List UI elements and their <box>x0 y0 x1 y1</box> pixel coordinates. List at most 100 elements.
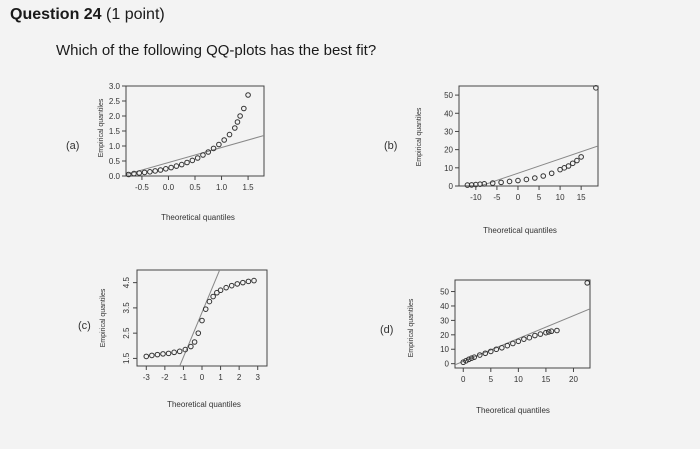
x-tick-label: -10 <box>470 193 482 202</box>
data-point <box>506 178 513 185</box>
y-tick-label: 0 <box>449 182 454 191</box>
data-point <box>523 176 530 183</box>
y-tick-label: 4.5 <box>122 277 131 289</box>
data-point <box>241 105 247 112</box>
data-point <box>202 306 209 312</box>
data-point <box>206 298 213 305</box>
data-point <box>216 141 222 148</box>
option-label-b: (b) <box>384 140 398 152</box>
y-tick-label: 2.5 <box>109 97 121 106</box>
y-axis-label: Empirical quantiles <box>98 98 105 157</box>
data-point <box>498 179 504 186</box>
data-point <box>154 351 161 358</box>
data-point <box>221 137 227 143</box>
y-axis-label: Empirical quantiles <box>100 288 107 347</box>
data-point <box>245 278 252 285</box>
data-point <box>578 154 584 160</box>
data-point <box>465 356 472 363</box>
data-point <box>565 163 572 169</box>
y-tick-label: 50 <box>444 91 453 100</box>
data-point <box>214 289 220 296</box>
x-axis-label: Theoretical quantiles <box>161 213 235 222</box>
data-point <box>223 284 229 291</box>
data-point <box>543 329 549 336</box>
x-tick-label: 1.0 <box>216 183 228 192</box>
data-point <box>548 328 555 335</box>
question-number: Question 24 <box>10 6 102 23</box>
data-point <box>593 85 599 91</box>
plot-frame <box>458 85 599 187</box>
data-point <box>191 339 198 345</box>
data-point <box>178 161 185 168</box>
option-label-c: (c) <box>78 320 91 332</box>
x-tick-label: 1 <box>218 373 223 382</box>
y-tick-label: 3.5 <box>122 302 131 314</box>
data-point <box>471 354 478 360</box>
data-point <box>217 287 224 294</box>
data-point <box>160 351 166 357</box>
data-point <box>532 332 538 339</box>
data-point <box>476 352 483 358</box>
data-point <box>195 330 202 336</box>
y-tick-label: 50 <box>440 288 449 297</box>
data-point <box>463 357 469 364</box>
data-point <box>460 359 467 366</box>
data-point <box>554 327 560 334</box>
data-point <box>149 352 155 359</box>
y-axis-label: Empirical quantiles <box>416 107 423 166</box>
data-point <box>532 175 538 181</box>
data-point <box>228 282 235 289</box>
data-point <box>143 353 150 360</box>
data-point <box>125 171 132 178</box>
data-point <box>141 169 148 176</box>
y-tick-label: 2.0 <box>109 112 121 121</box>
y-tick-label: 20 <box>444 146 453 155</box>
y-tick-label: 40 <box>440 302 449 311</box>
data-point <box>234 281 241 287</box>
data-point <box>237 113 243 119</box>
y-tick-label: 30 <box>444 127 453 136</box>
y-tick-label: 20 <box>440 331 449 340</box>
data-point <box>205 149 212 155</box>
data-point <box>210 293 216 300</box>
x-tick-label: 5 <box>537 193 542 202</box>
data-point <box>184 159 190 166</box>
x-axis-label: Theoretical quantiles <box>483 226 557 235</box>
data-point <box>488 348 494 355</box>
data-point <box>152 168 158 174</box>
data-point <box>226 131 233 138</box>
x-tick-label: 3 <box>255 373 260 382</box>
data-point <box>194 155 201 161</box>
x-axis-label: Theoretical quantiles <box>167 400 241 409</box>
option-label-a: (a) <box>66 140 80 152</box>
y-tick-label: 0.5 <box>109 157 121 166</box>
data-point <box>157 167 164 173</box>
x-tick-label: 0.5 <box>189 183 201 192</box>
x-tick-label: 0 <box>200 373 205 382</box>
data-point <box>515 338 522 345</box>
data-point <box>232 125 238 131</box>
x-tick-label: -3 <box>143 373 151 382</box>
data-point <box>493 346 500 353</box>
data-point <box>574 157 580 164</box>
y-tick-label: 30 <box>440 316 449 325</box>
x-tick-label: 0.0 <box>163 183 175 192</box>
data-point <box>234 119 241 125</box>
y-tick-label: 0 <box>445 360 450 369</box>
data-point <box>504 342 511 349</box>
x-tick-label: 0 <box>516 193 521 202</box>
x-tick-label: -0.5 <box>135 183 149 192</box>
data-point <box>168 164 174 171</box>
data-point <box>173 163 180 169</box>
x-tick-label: -2 <box>161 373 169 382</box>
x-tick-label: -5 <box>493 193 501 202</box>
y-tick-label: 0.0 <box>109 172 121 181</box>
y-tick-label: 10 <box>444 164 453 173</box>
y-tick-label: 1.5 <box>122 352 131 364</box>
data-point <box>163 166 169 172</box>
data-point <box>515 177 521 184</box>
